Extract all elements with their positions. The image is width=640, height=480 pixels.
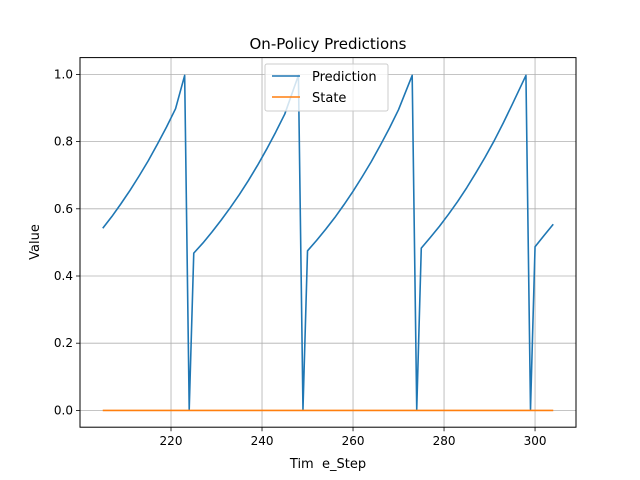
x-tick-label: 260 — [342, 434, 365, 448]
legend-label-state: State — [312, 91, 346, 106]
x-tick-label: 240 — [251, 434, 274, 448]
series-layer — [102, 74, 554, 412]
series-line-prediction — [102, 74, 554, 411]
x-tick-label: 300 — [524, 434, 547, 448]
plot-frame — [79, 57, 577, 428]
y-tick-label: 0.2 — [54, 336, 73, 350]
legend-label-prediction: Prediction — [312, 70, 377, 85]
y-tick-label: 0.0 — [54, 403, 73, 417]
x-axis-label: Tim e_Step — [289, 457, 366, 472]
y-axis-ticks: 0.0 0.2 0.4 0.6 0.8 1.0 — [54, 67, 80, 417]
y-axis-label: Value — [28, 224, 43, 260]
x-tick-label: 280 — [433, 434, 456, 448]
chart-title: On-Policy Predictions — [250, 35, 407, 53]
legend: Prediction State — [264, 63, 389, 112]
x-tick-label: 220 — [160, 434, 183, 448]
y-tick-label: 0.6 — [54, 202, 73, 216]
x-axis-ticks: 220 240 260 280 300 — [160, 427, 547, 448]
y-tick-label: 0.8 — [54, 135, 73, 149]
y-tick-label: 0.4 — [54, 269, 73, 283]
y-tick-label: 1.0 — [54, 67, 73, 81]
